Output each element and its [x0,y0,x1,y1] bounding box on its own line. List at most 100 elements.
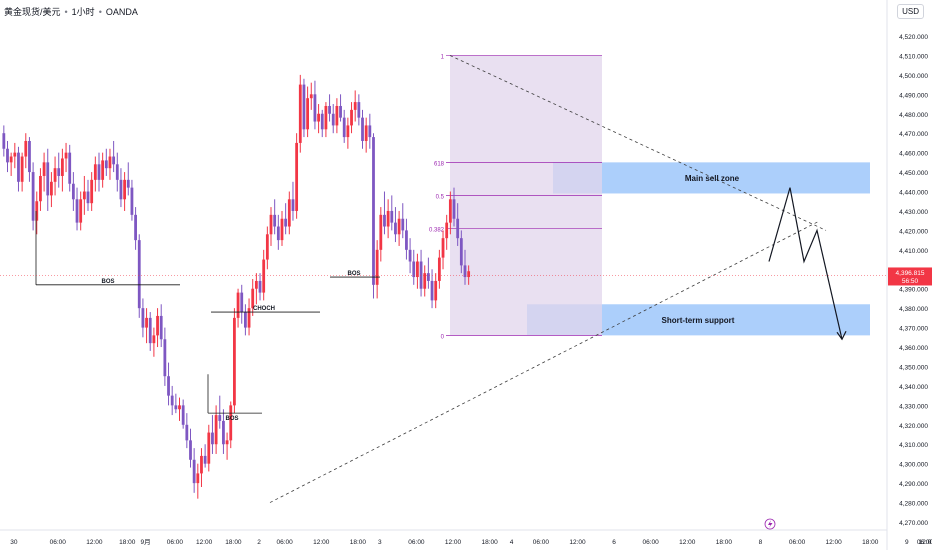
candle-body [130,187,134,215]
lightning-icon-bolt [768,520,773,528]
time-tick-label: 12:00 [196,539,213,546]
candle-body [112,156,116,165]
candle-body [6,148,9,163]
time-tick-label: 18:00 [481,539,498,546]
candle-body [35,201,39,221]
candle-body [192,459,196,484]
fib-level-label: 618 [434,161,445,167]
candle-body [170,395,174,406]
candle-body [2,133,6,149]
price-tick-label: 4,500.000 [899,73,928,80]
candle-body [50,181,53,196]
candle-body [386,210,390,227]
candle-body [372,137,375,285]
candle-body [53,168,57,182]
candle-body [148,317,152,344]
candle-body [233,317,236,406]
fib-level-label: 1 [441,54,445,60]
candle-body [68,152,72,184]
price-tick-label: 4,460.000 [899,151,928,158]
candle-body [401,218,405,231]
price-tick-label: 4,480.000 [899,112,928,119]
price-tick-label: 4,290.000 [899,481,928,488]
lightning-icon[interactable] [764,518,776,530]
candle-body [20,156,24,182]
candle-body [39,175,42,202]
candle-body [280,218,284,241]
main-sell-zone [553,162,870,194]
candle-body [181,405,185,425]
candle-body [408,249,412,262]
candle-body [60,158,64,176]
candle-body [247,308,251,328]
time-tick-label: 12:0 [919,539,932,546]
candle-body [273,214,277,227]
price-tick-label: 4,380.000 [899,306,928,313]
price-tick-label: 4,330.000 [899,403,928,410]
candle-body [331,113,335,126]
candle-body [218,415,222,421]
candle-body [456,218,460,239]
candle-body [342,117,346,138]
candle-body [75,199,79,223]
candle-body [416,261,419,278]
price-tick-label: 4,420.000 [899,228,928,235]
time-tick-label: 12:00 [569,539,586,546]
projection-path [768,187,843,340]
price-tick-label: 4,360.000 [899,345,928,352]
candlestick-series [2,74,471,499]
candle-body [276,226,280,241]
candle-body [119,179,123,200]
candle-body [178,405,181,410]
fib-level-label: 0 [441,334,445,340]
time-tick-label: 06:00 [917,539,932,546]
candle-body [346,125,350,138]
main-sell-zone-label: Main sell zone [685,174,740,183]
candle-body [86,191,90,204]
candle-body [82,191,86,200]
candle-body [126,179,130,188]
price-tick-label: 4,430.000 [899,209,928,216]
price-tick-label: 4,520.000 [899,34,928,41]
candle-body [317,113,320,122]
candle-body [306,98,310,130]
candle-body [459,238,463,266]
candle-body [93,164,97,180]
candle-body [353,102,357,110]
time-tick-label: 4 [510,539,514,546]
candle-body [229,405,233,441]
interval-label[interactable]: 1小时 [71,7,95,17]
candle-body [463,265,467,278]
price-tick-label: 4,340.000 [899,384,928,391]
separator-dot: • [98,6,102,17]
time-tick-label: 06:00 [789,539,806,546]
candle-body [437,257,441,281]
currency-button[interactable]: USD [897,4,924,19]
candle-body [430,280,434,301]
candle-body [28,140,31,173]
candle-body [328,105,331,114]
time-tick-label: 3 [378,539,382,546]
time-tick-label: 06:00 [643,539,660,546]
time-tick-label: 18:00 [119,539,136,546]
candle-body [368,125,372,138]
candle-body [258,280,262,293]
symbol-header: 黄金现货/美元 • 1小时 • OANDA [4,5,138,18]
candle-body [236,292,240,318]
time-tick-label: 9 [905,539,909,546]
candle-body [445,222,449,239]
candle-body [324,105,328,130]
candle-body [291,199,295,211]
candle-body [207,432,211,464]
candle-body [196,473,200,484]
candle-body [320,113,324,130]
symbol-name[interactable]: 黄金现货/美元 [4,7,61,17]
candle-body [313,94,317,122]
candle-body [309,94,313,99]
candle-body [108,156,112,169]
candle-body [302,84,306,130]
time-tick-label: 18:00 [862,539,879,546]
time-tick-label: 12:00 [86,539,103,546]
